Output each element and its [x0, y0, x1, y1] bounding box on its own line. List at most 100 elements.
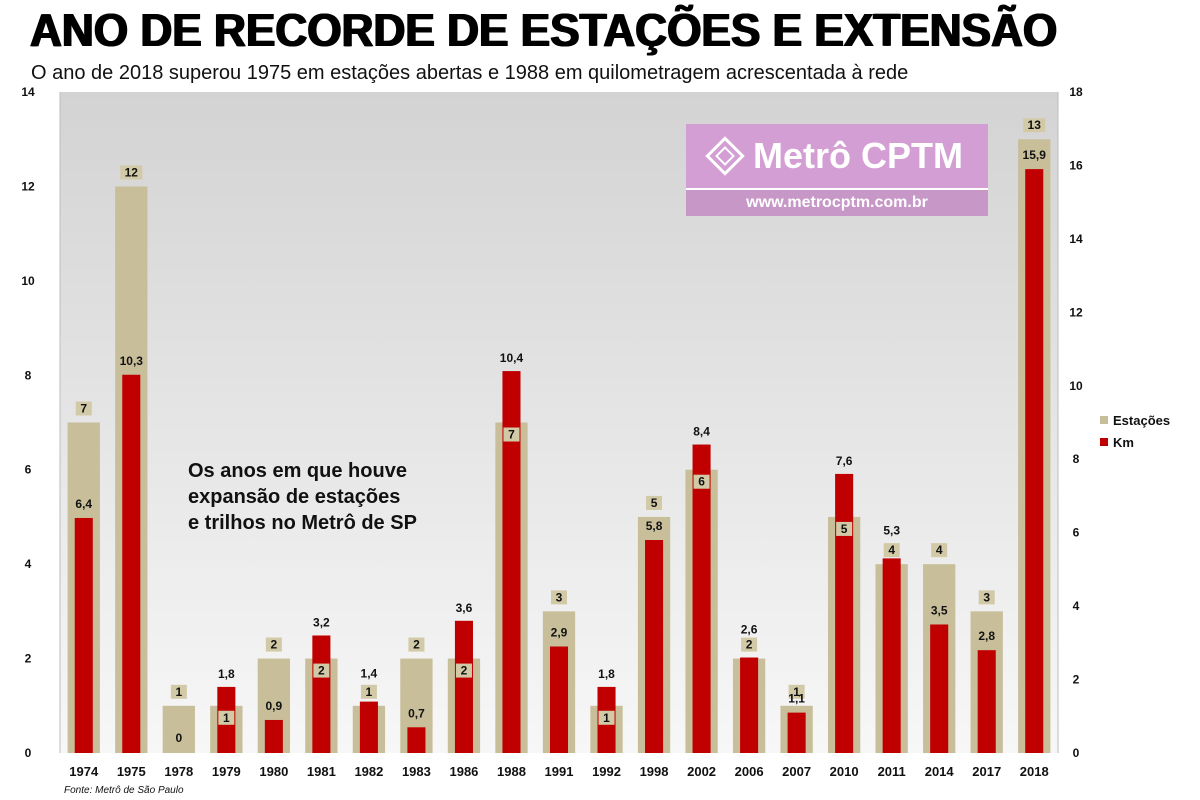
- label-estacoes-1982: 1: [366, 685, 373, 699]
- x-label-1991: 1991: [545, 764, 574, 779]
- legend-swatch-estacoes: [1100, 416, 1108, 424]
- label-estacoes-1983-box: [408, 637, 425, 652]
- label-estacoes-1982-box: [360, 684, 377, 699]
- label-estacoes-1998: 5: [651, 496, 658, 510]
- source-note: Fonte: Metrô de São Paulo: [64, 785, 184, 796]
- bar-km-2017: [977, 650, 996, 753]
- label-estacoes-2010-box: [836, 521, 853, 536]
- label-estacoes-2002: 6: [698, 475, 705, 489]
- label-estacoes-2010: 5: [841, 522, 848, 536]
- right-tick-14: 14: [1069, 232, 1083, 246]
- legend-label-estacoes: Estações: [1113, 412, 1171, 428]
- left-tick-14: 14: [21, 85, 35, 99]
- x-label-1992: 1992: [592, 764, 621, 779]
- label-estacoes-1988-box: [503, 427, 520, 442]
- label-estacoes-2017: 3: [983, 590, 990, 604]
- label-estacoes-1975-box: [120, 165, 143, 180]
- label-km-1998: 5,8: [646, 519, 663, 533]
- legend-label-km: Km: [1113, 434, 1134, 450]
- x-label-2007: 2007: [782, 764, 811, 779]
- label-estacoes-1988: 7: [508, 428, 515, 442]
- bar-estacoes-1978: [162, 705, 195, 753]
- x-label-1974: 1974: [69, 764, 99, 779]
- chart-subtitle: O ano de 2018 superou 1975 em estações a…: [31, 62, 909, 84]
- bar-km-1998: [645, 540, 664, 753]
- x-label-1983: 1983: [402, 764, 431, 779]
- chart-annotation: Os anos em que houve expansão de estaçõe…: [188, 460, 417, 534]
- label-estacoes-2014-box: [931, 543, 948, 558]
- left-tick-6: 6: [25, 463, 32, 477]
- right-tick-4: 4: [1073, 599, 1080, 613]
- label-km-1980: 0,9: [266, 699, 283, 713]
- label-km-1986: 3,6: [456, 601, 473, 615]
- label-km-2006: 2,6: [741, 623, 758, 637]
- logo-url: www.metrocptm.com.br: [686, 188, 988, 216]
- legend-item-estacoes: Estações: [1100, 409, 1170, 431]
- x-label-1998: 1998: [640, 764, 669, 779]
- x-label-1980: 1980: [259, 764, 288, 779]
- x-label-1981: 1981: [307, 764, 336, 779]
- label-estacoes-1979: 1: [223, 711, 230, 725]
- bar-km-1983: [407, 727, 426, 753]
- x-label-1978: 1978: [164, 764, 193, 779]
- left-tick-2: 2: [25, 652, 32, 666]
- label-km-1979: 1,8: [218, 667, 235, 681]
- chart-title: ANO DE RECORDE DE ESTAÇÕES E EXTENSÃO: [30, 4, 1058, 56]
- bar-km-1988: [502, 371, 521, 753]
- label-estacoes-2014: 4: [936, 543, 943, 557]
- label-km-2002: 8,4: [693, 425, 710, 439]
- legend-swatch-km: [1100, 438, 1108, 446]
- left-tick-0: 0: [25, 746, 32, 760]
- metro-logo-icon: [705, 136, 745, 176]
- x-label-2014: 2014: [925, 764, 955, 779]
- label-km-1982: 1,4: [361, 667, 378, 681]
- label-estacoes-1978: 1: [175, 685, 182, 699]
- label-estacoes-1981-box: [313, 663, 330, 678]
- label-estacoes-1998-box: [646, 495, 663, 510]
- x-label-1988: 1988: [497, 764, 526, 779]
- label-estacoes-1980: 2: [271, 638, 278, 652]
- left-tick-12: 12: [21, 179, 35, 193]
- right-tick-16: 16: [1069, 158, 1083, 172]
- left-axis-ticks: 0 2 4 6 8 10 12 14: [21, 85, 35, 760]
- bar-km-1986: [454, 620, 473, 753]
- bar-km-1991: [549, 646, 569, 753]
- right-tick-8: 8: [1073, 452, 1080, 466]
- x-label-2010: 2010: [830, 764, 859, 779]
- bar-km-2006: [740, 657, 759, 753]
- x-label-1975: 1975: [117, 764, 146, 779]
- left-tick-4: 4: [25, 557, 32, 571]
- label-km-1991: 2,9: [551, 626, 568, 640]
- bar-km-2007: [787, 712, 806, 753]
- x-label-1986: 1986: [449, 764, 478, 779]
- label-estacoes-2007: 1: [793, 685, 800, 699]
- label-estacoes-2002-box: [693, 474, 710, 489]
- label-km-2018: 15,9: [1023, 148, 1047, 162]
- label-estacoes-2011: 4: [888, 543, 895, 557]
- bar-km-2002: [692, 444, 711, 753]
- right-tick-0: 0: [1073, 746, 1080, 760]
- km-data-labels: 6,4 10,3 0 1,8 0,9 3,2 1,4 0,7 3,6 10,4 2,9 1,8 5,8 8…: [75, 148, 1046, 745]
- label-estacoes-1981: 2: [318, 664, 325, 678]
- right-tick-10: 10: [1069, 379, 1083, 393]
- bar-km-2018: [1025, 169, 1044, 753]
- label-km-2010: 7,6: [836, 454, 853, 468]
- label-estacoes-2007-box: [788, 684, 805, 699]
- label-estacoes-2017-box: [978, 590, 995, 605]
- right-axis-ticks: 0 2 4 6 8 10 12 14 16 18: [1069, 85, 1083, 760]
- bar-km-1980: [264, 719, 283, 753]
- label-km-1992: 1,8: [598, 667, 615, 681]
- label-km-2007: 1,1: [788, 692, 805, 706]
- label-km-2011: 5,3: [883, 523, 900, 537]
- label-estacoes-1974: 7: [80, 402, 87, 416]
- x-label-1982: 1982: [354, 764, 383, 779]
- label-estacoes-2011-box: [883, 543, 900, 558]
- label-estacoes-1980-box: [265, 637, 282, 652]
- label-estacoes-1991: 3: [556, 590, 563, 604]
- label-estacoes-1986-box: [455, 663, 472, 678]
- series-km: [74, 169, 1044, 753]
- left-tick-10: 10: [21, 274, 35, 288]
- label-km-1983: 0,7: [408, 706, 425, 720]
